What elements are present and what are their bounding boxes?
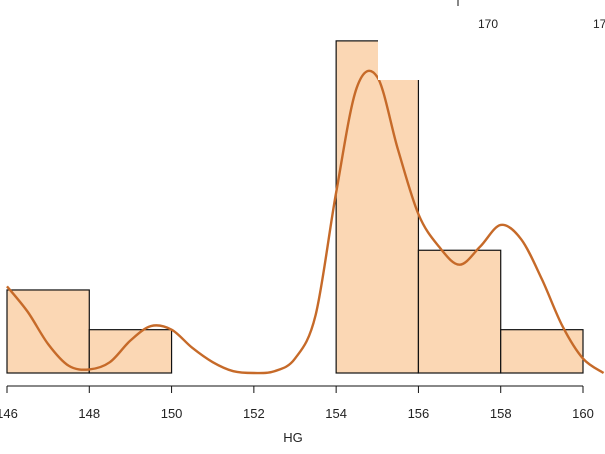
inset-axis: 170 17 bbox=[457, 0, 605, 31]
x-tick-label: 156 bbox=[408, 406, 430, 421]
x-tick-label: 146 bbox=[0, 406, 18, 421]
x-axis: 146 148 150 152 154 156 158 160 bbox=[0, 385, 594, 421]
x-tick-label: 152 bbox=[243, 406, 265, 421]
histogram-bars bbox=[6, 40, 584, 374]
density-curve bbox=[6, 69, 605, 375]
inset-tick-label: 170 bbox=[478, 17, 498, 31]
histogram-bar bbox=[417, 249, 502, 374]
x-tick-label: 160 bbox=[572, 406, 594, 421]
x-tick-label: 158 bbox=[490, 406, 512, 421]
histogram-bar bbox=[500, 329, 584, 374]
x-tick-label: 154 bbox=[325, 406, 347, 421]
x-tick-label: 150 bbox=[161, 406, 183, 421]
inset-tick-label: 17 bbox=[593, 17, 605, 31]
x-tick-label: 148 bbox=[78, 406, 100, 421]
x-axis-label: HG bbox=[283, 430, 303, 445]
histogram-bar bbox=[335, 40, 420, 374]
inset-overlay bbox=[378, 0, 605, 80]
